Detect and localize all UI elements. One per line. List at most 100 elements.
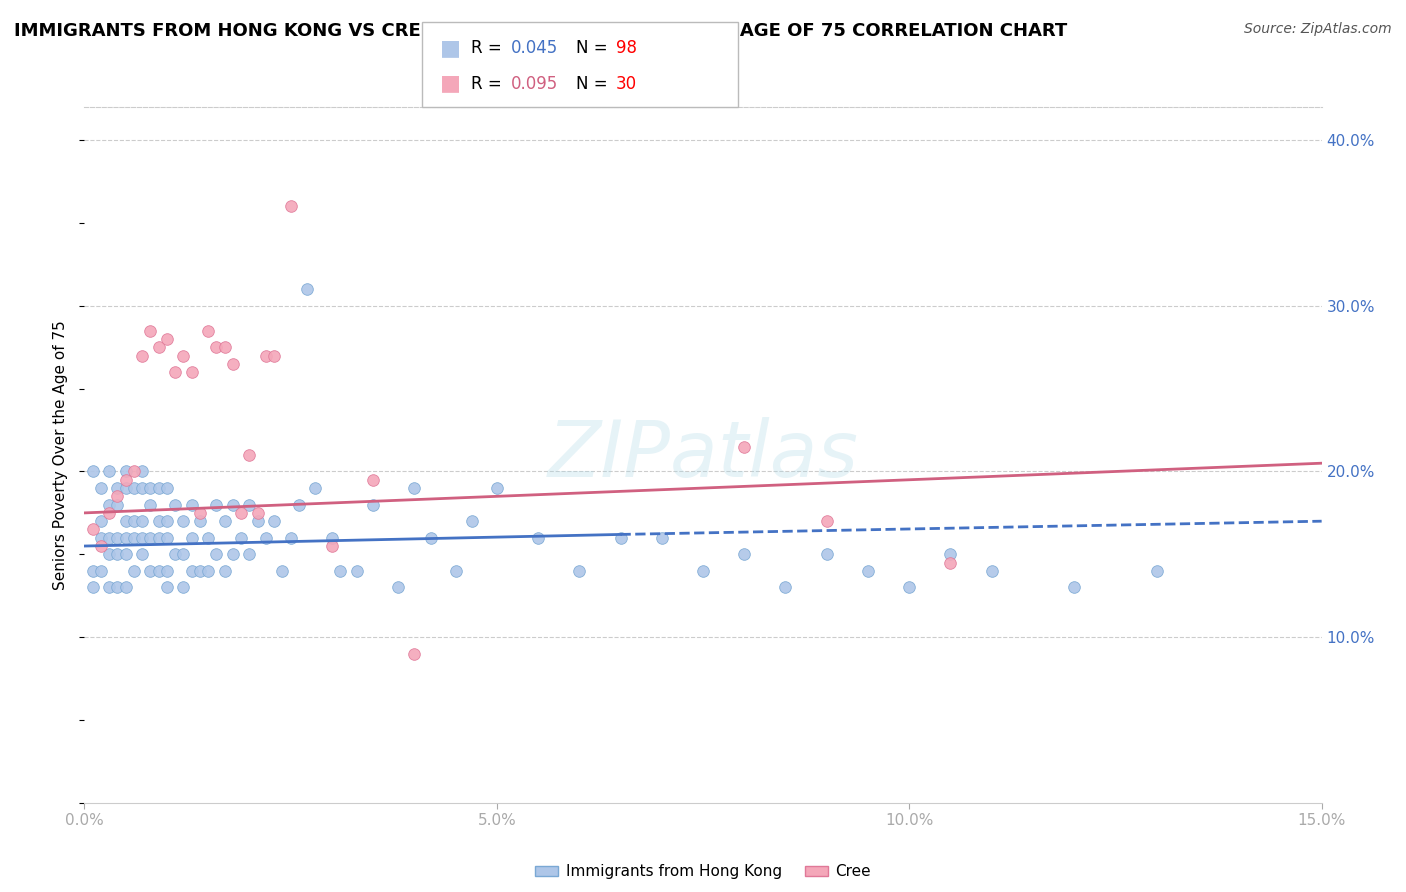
Point bbox=[131, 531, 153, 545]
Text: ZIPatlas: ZIPatlas bbox=[547, 417, 859, 493]
Text: 98: 98 bbox=[616, 39, 637, 57]
Point bbox=[105, 498, 128, 512]
Point bbox=[148, 481, 170, 495]
Point bbox=[172, 547, 194, 561]
Point bbox=[733, 440, 755, 454]
Legend: Immigrants from Hong Kong, Cree: Immigrants from Hong Kong, Cree bbox=[529, 858, 877, 886]
Point bbox=[82, 581, 104, 595]
Point bbox=[329, 564, 352, 578]
Point bbox=[114, 547, 136, 561]
Point bbox=[651, 531, 673, 545]
Point bbox=[527, 531, 550, 545]
Point bbox=[222, 357, 245, 371]
Point bbox=[90, 564, 112, 578]
Point bbox=[114, 514, 136, 528]
Point bbox=[148, 514, 170, 528]
Point bbox=[139, 481, 162, 495]
Point bbox=[122, 514, 145, 528]
Point bbox=[246, 506, 269, 520]
Text: N =: N = bbox=[576, 39, 613, 57]
Point bbox=[105, 481, 128, 495]
Point bbox=[156, 481, 179, 495]
Point bbox=[98, 531, 121, 545]
Point bbox=[105, 547, 128, 561]
Text: IMMIGRANTS FROM HONG KONG VS CREE SENIORS POVERTY OVER THE AGE OF 75 CORRELATION: IMMIGRANTS FROM HONG KONG VS CREE SENIOR… bbox=[14, 22, 1067, 40]
Point bbox=[404, 481, 426, 495]
Point bbox=[856, 564, 879, 578]
Point bbox=[346, 564, 368, 578]
Point bbox=[114, 473, 136, 487]
Point bbox=[461, 514, 484, 528]
Point bbox=[105, 581, 128, 595]
Point bbox=[90, 531, 112, 545]
Point bbox=[238, 498, 260, 512]
Point bbox=[254, 531, 277, 545]
Text: ■: ■ bbox=[440, 74, 461, 94]
Point bbox=[148, 564, 170, 578]
Point bbox=[148, 340, 170, 354]
Point bbox=[122, 531, 145, 545]
Text: 30: 30 bbox=[616, 75, 637, 93]
Point bbox=[90, 481, 112, 495]
Point bbox=[304, 481, 326, 495]
Point bbox=[815, 547, 838, 561]
Point bbox=[197, 531, 219, 545]
Point bbox=[939, 556, 962, 570]
Point bbox=[222, 498, 245, 512]
Point bbox=[156, 581, 179, 595]
Point bbox=[180, 498, 202, 512]
Text: R =: R = bbox=[471, 75, 508, 93]
Point bbox=[197, 564, 219, 578]
Point bbox=[131, 349, 153, 363]
Point bbox=[1146, 564, 1168, 578]
Point bbox=[148, 531, 170, 545]
Point bbox=[205, 340, 228, 354]
Point bbox=[419, 531, 441, 545]
Point bbox=[1063, 581, 1085, 595]
Point bbox=[214, 564, 236, 578]
Point bbox=[105, 531, 128, 545]
Point bbox=[263, 349, 285, 363]
Point bbox=[733, 547, 755, 561]
Point bbox=[387, 581, 409, 595]
Point bbox=[131, 547, 153, 561]
Point bbox=[188, 564, 211, 578]
Point bbox=[214, 340, 236, 354]
Point bbox=[939, 547, 962, 561]
Point bbox=[105, 489, 128, 503]
Point bbox=[444, 564, 467, 578]
Point bbox=[214, 514, 236, 528]
Text: 0.095: 0.095 bbox=[510, 75, 558, 93]
Point bbox=[246, 514, 269, 528]
Point bbox=[156, 564, 179, 578]
Point bbox=[815, 514, 838, 528]
Point bbox=[321, 531, 343, 545]
Text: 0.045: 0.045 bbox=[510, 39, 558, 57]
Point bbox=[280, 531, 302, 545]
Point bbox=[288, 498, 311, 512]
Point bbox=[131, 514, 153, 528]
Point bbox=[98, 581, 121, 595]
Point bbox=[172, 581, 194, 595]
Point bbox=[122, 481, 145, 495]
Point bbox=[205, 547, 228, 561]
Point bbox=[90, 514, 112, 528]
Point bbox=[82, 523, 104, 537]
Point bbox=[139, 324, 162, 338]
Point bbox=[180, 531, 202, 545]
Point bbox=[263, 514, 285, 528]
Point bbox=[568, 564, 591, 578]
Point bbox=[139, 564, 162, 578]
Point bbox=[229, 531, 252, 545]
Point bbox=[98, 506, 121, 520]
Point bbox=[114, 531, 136, 545]
Point bbox=[98, 465, 121, 479]
Point bbox=[82, 564, 104, 578]
Point bbox=[692, 564, 714, 578]
Text: R =: R = bbox=[471, 39, 508, 57]
Point bbox=[165, 498, 187, 512]
Text: ■: ■ bbox=[440, 38, 461, 58]
Point bbox=[172, 514, 194, 528]
Point bbox=[197, 324, 219, 338]
Point bbox=[114, 581, 136, 595]
